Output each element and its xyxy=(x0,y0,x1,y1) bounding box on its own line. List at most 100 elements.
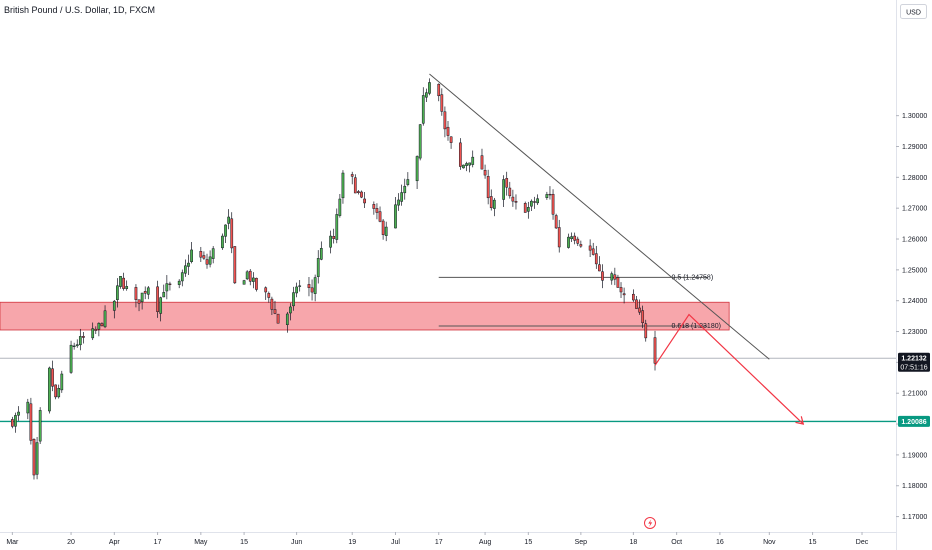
candlestick-series xyxy=(10,78,657,480)
candle-body xyxy=(329,235,332,248)
candle-body xyxy=(202,255,206,259)
time-tick-label: Aug xyxy=(479,539,492,546)
candle-body xyxy=(292,292,295,307)
candle-body xyxy=(440,94,444,112)
candle-body xyxy=(100,323,104,327)
candle-body xyxy=(267,293,271,298)
candle-body xyxy=(644,323,648,339)
candle-body xyxy=(97,322,101,330)
candle-body xyxy=(465,163,468,166)
resistance-zone[interactable] xyxy=(0,301,730,331)
candle-body xyxy=(187,262,190,267)
candle-body xyxy=(557,227,561,248)
candle-body xyxy=(421,95,425,124)
candle-body xyxy=(242,280,246,285)
candle-body xyxy=(406,179,410,185)
time-tick-label: Oct xyxy=(671,539,682,546)
candle-body xyxy=(180,272,184,282)
candle-body xyxy=(205,259,209,265)
candle-body xyxy=(248,270,252,282)
price-tick-label: 1.27000 xyxy=(902,206,927,213)
candle-body xyxy=(29,403,33,441)
candle-body xyxy=(26,401,30,414)
time-tick-label: Apr xyxy=(109,539,121,546)
price-tick-label: 1.23000 xyxy=(902,329,927,336)
candle-body xyxy=(462,164,465,169)
candle-body xyxy=(69,344,73,373)
candle-body xyxy=(610,273,614,281)
candle-body xyxy=(514,201,518,203)
time-tick-label: Jun xyxy=(291,539,302,546)
candle-body xyxy=(428,82,431,94)
candle-body xyxy=(588,245,592,251)
candle-body xyxy=(443,111,447,130)
candle-body xyxy=(526,207,530,212)
candle-body xyxy=(298,285,302,287)
candle-body xyxy=(372,204,376,209)
candle-body xyxy=(270,298,274,310)
currency-button-frame[interactable] xyxy=(900,4,927,19)
candle-body xyxy=(384,226,388,236)
time-tick-label: 15 xyxy=(809,539,817,546)
candle-body xyxy=(276,313,280,324)
candle-body xyxy=(533,201,536,203)
price-tick-label: 1.28000 xyxy=(902,175,927,182)
candle-body xyxy=(255,277,258,290)
currency-button[interactable]: USD xyxy=(900,4,927,19)
candle-body xyxy=(653,337,657,364)
candle-body xyxy=(403,185,407,194)
candle-body xyxy=(285,313,289,325)
candle-body xyxy=(505,178,509,188)
candle-body xyxy=(17,411,20,416)
candle-body xyxy=(594,253,598,265)
projection-path[interactable] xyxy=(654,313,804,425)
candle-body xyxy=(32,439,36,476)
candle-body xyxy=(486,176,490,199)
candle-body xyxy=(622,293,626,296)
candle-body xyxy=(530,200,533,207)
candle-body xyxy=(523,203,527,213)
time-tick-label: 18 xyxy=(629,539,637,546)
candle-body xyxy=(567,236,570,248)
time-axis[interactable]: Mar 20 Apr 17 May 15 Jun 19 Jul 17 Aug 15 Sep 18 Oct 16… xyxy=(6,532,869,546)
time-tick-label: Jul xyxy=(391,539,400,546)
candle-body xyxy=(156,286,159,312)
candle-body xyxy=(177,280,181,285)
support-price-badge-bg xyxy=(898,415,930,427)
time-tick-label: 15 xyxy=(524,539,532,546)
candle-body xyxy=(310,287,314,293)
candle-body xyxy=(536,198,539,204)
candle-body xyxy=(14,415,17,427)
candle-body xyxy=(72,345,76,347)
candle-body xyxy=(458,142,462,167)
candle-body xyxy=(307,284,311,288)
currency-button-label[interactable]: USD xyxy=(906,10,921,17)
candle-body xyxy=(480,155,484,170)
candle-body xyxy=(545,194,549,198)
candle-body xyxy=(378,211,382,222)
candle-body xyxy=(54,384,57,398)
candle-body xyxy=(316,258,320,277)
candle-body xyxy=(350,174,354,177)
price-tick-label: 1.17000 xyxy=(902,514,927,521)
candle-body xyxy=(233,246,237,284)
candle-body xyxy=(468,162,471,166)
candle-body xyxy=(91,328,95,339)
trendline[interactable] xyxy=(429,73,770,360)
candle-body xyxy=(48,367,51,412)
candle-body xyxy=(551,193,555,215)
time-tick-label: Mar xyxy=(6,539,19,546)
candle-body xyxy=(619,287,623,293)
candle-body xyxy=(598,264,601,272)
lightning-icon[interactable] xyxy=(644,517,656,529)
time-tick-label: 19 xyxy=(348,539,356,546)
candle-body xyxy=(103,310,107,328)
candle-body xyxy=(75,344,79,347)
support-price-badge: 1.20086 xyxy=(898,415,930,427)
time-tick-label: 20 xyxy=(67,539,75,546)
event-marker-bolt xyxy=(648,519,653,527)
candle-body xyxy=(483,169,487,176)
candle-body xyxy=(638,307,641,313)
price-tick-label: 1.18000 xyxy=(902,483,927,490)
